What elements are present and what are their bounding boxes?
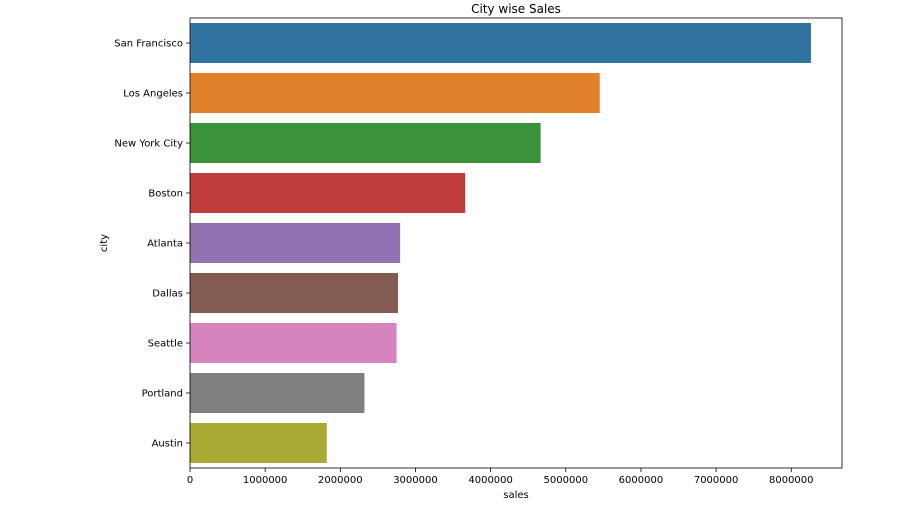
bar-atlanta bbox=[190, 223, 401, 263]
bar-portland bbox=[190, 373, 365, 413]
x-tick-label: 3000000 bbox=[393, 475, 438, 486]
plot-frame bbox=[189, 17, 843, 469]
y-tick-label: Seattle bbox=[148, 339, 183, 350]
bar-new-york-city bbox=[190, 123, 541, 163]
x-tick-label: 2000000 bbox=[318, 475, 363, 486]
y-axis-ticks: San Francisco Los Angeles New York City Bos… bbox=[114, 39, 190, 450]
bar-boston bbox=[190, 173, 466, 213]
y-tick-label: San Francisco bbox=[114, 39, 183, 50]
bar-dallas bbox=[190, 273, 399, 313]
y-tick-label: Boston bbox=[148, 189, 183, 200]
chart-title: City wise Sales bbox=[471, 2, 561, 16]
bar-san-francisco bbox=[190, 23, 811, 63]
bar-austin bbox=[190, 423, 327, 463]
bar-los-angeles bbox=[190, 73, 600, 113]
x-tick-label: 0 bbox=[187, 475, 193, 486]
x-axis-ticks: 0 1000000 2000000 3000000 4000000 5000000 6000… bbox=[187, 468, 814, 486]
x-tick-label: 1000000 bbox=[243, 475, 288, 486]
y-tick-label: Atlanta bbox=[147, 239, 183, 250]
y-tick-label: Dallas bbox=[152, 289, 183, 300]
y-tick-label: Austin bbox=[152, 439, 183, 450]
y-tick-label: Los Angeles bbox=[123, 89, 183, 100]
bar-seattle bbox=[190, 323, 397, 363]
x-axis-label: sales bbox=[503, 490, 528, 501]
bars-layer bbox=[190, 23, 811, 463]
y-tick-label: Portland bbox=[142, 389, 183, 400]
x-tick-label: 6000000 bbox=[619, 475, 664, 486]
x-tick-label: 4000000 bbox=[468, 475, 513, 486]
y-axis-label: city bbox=[99, 234, 110, 252]
x-tick-label: 8000000 bbox=[769, 475, 814, 486]
x-tick-label: 5000000 bbox=[544, 475, 589, 486]
y-tick-label: New York City bbox=[114, 139, 183, 150]
x-tick-label: 7000000 bbox=[694, 475, 739, 486]
